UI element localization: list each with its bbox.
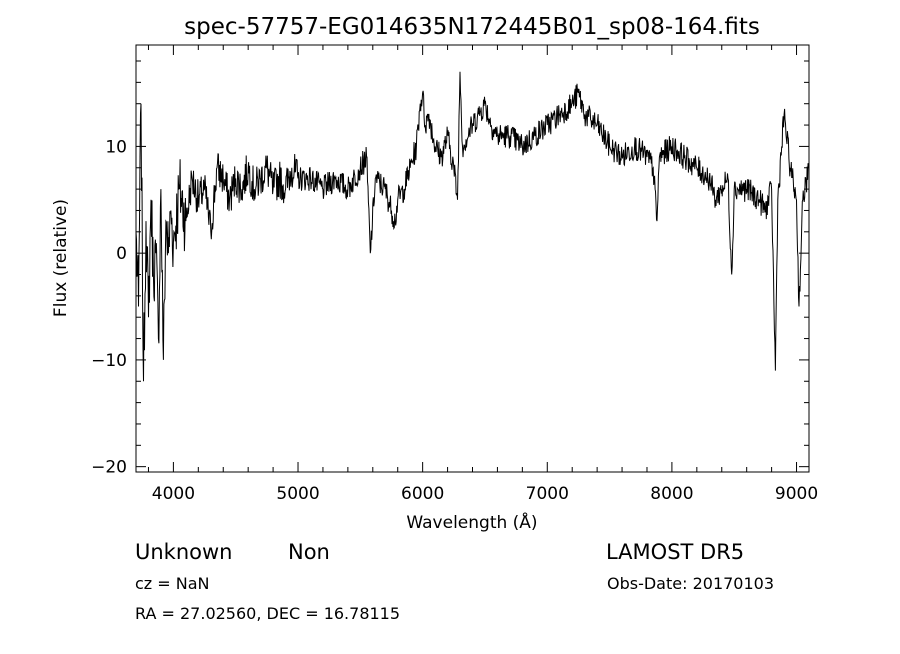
- object-class: Unknown: [135, 540, 232, 564]
- redshift-cz: cz = NaN: [135, 574, 210, 593]
- axis-ticks: [136, 45, 809, 472]
- chart-title: spec-57757-EG014635N172445B01_sp08-164.f…: [184, 14, 760, 40]
- y-tick-label: −20: [91, 458, 127, 478]
- observation-date: Obs-Date: 20170103: [607, 574, 774, 593]
- survey-name: LAMOST DR5: [606, 540, 744, 564]
- x-tick-label: 4000: [152, 484, 195, 504]
- x-tick-label: 6000: [401, 484, 444, 504]
- y-tick-label: 0: [116, 244, 127, 264]
- x-tick-label: 5000: [276, 484, 319, 504]
- x-tick-labels: 4000 5000 6000 7000 8000 9000: [152, 484, 818, 504]
- y-tick-label: 10: [105, 137, 127, 157]
- y-axis-label: Flux (relative): [51, 199, 71, 317]
- plot-frame: [135, 44, 810, 473]
- x-tick-label: 9000: [775, 484, 818, 504]
- x-tick-label: 7000: [526, 484, 569, 504]
- x-tick-label: 8000: [650, 484, 693, 504]
- object-subclass: Non: [288, 540, 330, 564]
- coordinates: RA = 27.02560, DEC = 16.78115: [135, 604, 400, 623]
- y-tick-labels: −20 −10 0 10: [91, 137, 127, 477]
- spectrum-line: [135, 71, 810, 382]
- x-axis-label: Wavelength (Å): [406, 511, 537, 533]
- y-tick-label: −10: [91, 351, 127, 371]
